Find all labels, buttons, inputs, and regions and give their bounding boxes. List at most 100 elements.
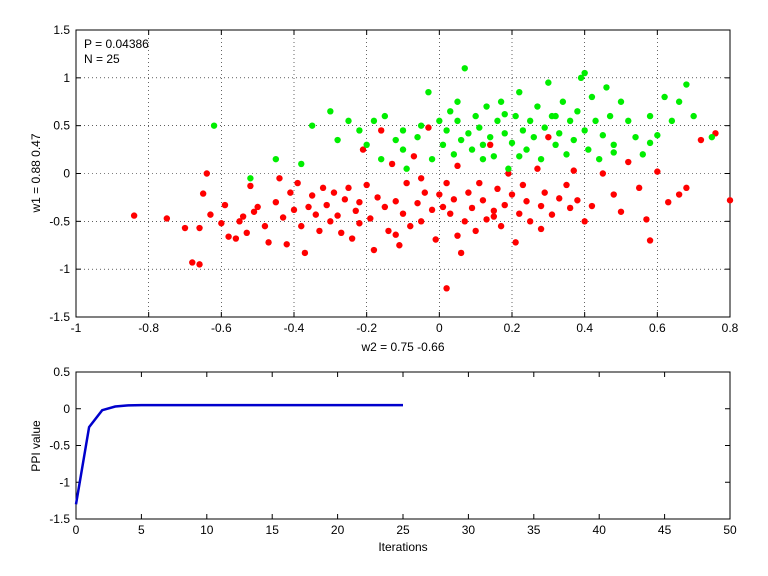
scatter-point-red	[432, 236, 439, 243]
line-x-tick-label: 45	[658, 523, 672, 537]
scatter-point-green	[494, 117, 501, 125]
scatter-x-tick-label: -0.6	[211, 321, 232, 335]
scatter-point-red	[196, 224, 203, 232]
scatter-point-red	[265, 239, 272, 246]
scatter-point-red	[356, 199, 363, 206]
scatter-point-green	[625, 117, 632, 125]
scatter-point-red	[505, 170, 512, 177]
scatter-point-red	[250, 208, 258, 215]
scatter-point-green	[661, 93, 668, 101]
scatter-point-green	[450, 151, 458, 158]
scatter-point-red	[450, 196, 458, 203]
scatter-x-tick-label: -0.8	[138, 321, 159, 335]
scatter-point-red	[392, 231, 399, 238]
line-x-tick-label: 5	[138, 523, 145, 537]
scatter-point-red	[290, 206, 298, 214]
scatter-point-red	[566, 204, 574, 212]
scatter-point-red	[570, 167, 577, 174]
scatter-point-green	[556, 130, 563, 137]
scatter-point-red	[643, 216, 650, 223]
line-x-axis-label: Iterations	[378, 540, 427, 554]
scatter-x-tick-label: -0.4	[284, 321, 305, 335]
scatter-point-red	[239, 213, 247, 220]
scatter-point-red	[316, 227, 323, 235]
scatter-point-red	[196, 261, 203, 268]
scatter-point-red	[428, 206, 436, 214]
scatter-point-red	[490, 207, 498, 215]
scatter-point-red	[497, 222, 505, 230]
scatter-point-red	[203, 170, 210, 177]
scatter-point-red	[407, 222, 414, 230]
scatter-point-green	[545, 79, 552, 86]
line-plot-area	[75, 371, 731, 520]
line-y-tick-label: 0.5	[53, 365, 70, 379]
scatter-point-red	[341, 196, 349, 203]
scatter-point-red	[487, 141, 494, 148]
scatter-point-green	[523, 146, 530, 153]
scatter-point-red	[130, 212, 138, 219]
scatter-point-red	[512, 239, 519, 246]
scatter-point-red	[610, 191, 617, 198]
scatter-point-red	[181, 224, 189, 232]
scatter-point-red	[414, 199, 421, 207]
scatter-point-red	[396, 242, 403, 249]
scatter-point-green	[417, 122, 425, 129]
scatter-point-red	[385, 227, 392, 235]
scatter-point-red	[625, 158, 632, 166]
scatter-point-green	[668, 117, 676, 125]
scatter-point-green	[378, 155, 385, 163]
scatter-x-tick-label: 0.6	[649, 321, 666, 335]
scatter-point-red	[199, 190, 207, 197]
scatter-point-green	[436, 117, 443, 125]
scatter-point-red	[272, 199, 280, 206]
scatter-point-green	[447, 108, 454, 115]
scatter-point-green	[479, 155, 487, 163]
scatter-y-tick-label: -0.5	[49, 214, 70, 228]
scatter-point-green	[585, 146, 592, 153]
scatter-point-green	[468, 146, 476, 153]
scatter-point-red	[287, 189, 294, 196]
scatter-point-red	[468, 204, 476, 212]
scatter-point-red	[526, 218, 534, 225]
line-x-tick-label: 0	[73, 523, 80, 537]
scatter-point-green	[552, 112, 559, 120]
scatter-point-green	[497, 98, 505, 105]
scatter-point-green	[345, 117, 352, 125]
line-x-tick-label: 30	[462, 523, 476, 537]
scatter-point-red	[305, 203, 312, 211]
scatter-point-green	[534, 103, 541, 110]
line-x-tick-label: 10	[200, 523, 214, 537]
scatter-point-red	[599, 170, 607, 177]
annotation-n-count: N = 25	[84, 52, 120, 66]
scatter-point-green	[501, 130, 508, 137]
line-x-tick-label: 15	[266, 523, 280, 537]
scatter-point-green	[508, 139, 516, 147]
scatter-point-red	[388, 160, 396, 168]
line-y-tick-label: -1	[59, 475, 70, 489]
scatter-point-green	[487, 133, 494, 141]
scatter-y-tick-label: 1.5	[53, 23, 70, 37]
scatter-point-red	[523, 198, 530, 205]
scatter-point-green	[570, 136, 577, 144]
scatter-point-red	[519, 181, 527, 189]
scatter-point-green	[563, 151, 570, 158]
scatter-point-green	[356, 127, 363, 134]
scatter-point-green	[308, 122, 316, 129]
scatter-point-red	[683, 184, 690, 192]
scatter-point-red	[218, 220, 225, 227]
scatter-y-tick-label: -1.5	[49, 310, 70, 324]
scatter-point-red	[556, 195, 563, 202]
line-x-tick-label: 35	[527, 523, 541, 537]
scatter-point-green	[516, 153, 523, 160]
scatter-point-green	[639, 151, 646, 158]
scatter-point-red	[461, 218, 468, 225]
scatter-point-green	[465, 130, 472, 137]
scatter-point-red	[189, 259, 196, 266]
scatter-point-green	[519, 127, 527, 134]
scatter-point-red	[283, 241, 290, 248]
scatter-point-red	[665, 199, 672, 206]
scatter-point-red	[654, 168, 661, 175]
scatter-point-green	[675, 98, 683, 105]
scatter-point-red	[334, 212, 341, 219]
